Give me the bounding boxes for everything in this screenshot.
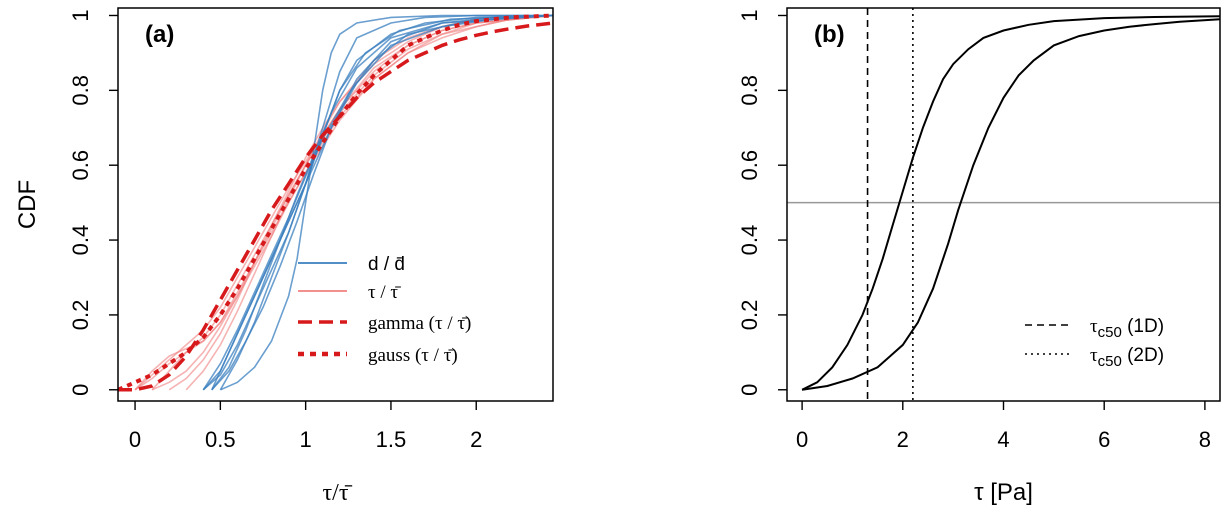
y-tick-label: 0.2: [68, 300, 93, 331]
x-tick-label: 0: [129, 427, 141, 452]
tau-ratio-curve-4: [134, 14, 553, 391]
legend-label: gamma (τ / τ̄): [368, 313, 471, 334]
y-tick-label: 0: [68, 384, 93, 396]
plot-frame: [117, 7, 554, 402]
y-axis-title: CDF: [14, 180, 41, 229]
legend-subscript: c50: [1098, 324, 1122, 341]
y-tick-label: 1: [737, 9, 762, 21]
y-tick-label: 0.2: [737, 300, 762, 331]
legend-tau: τ: [1090, 345, 1098, 366]
tau-ratio-curve-1: [134, 14, 553, 391]
legend-label: τc50 (2D): [1090, 345, 1164, 370]
panel-a: 0 0.5 1 1.5 2 0 0.2 0.4 0.6 0.8 1 τ/τ̄ CDF (a) d / d̄ τ…: [14, 7, 554, 506]
series-line-dotted-1: [118, 13, 553, 392]
y-tick-label: 0.4: [737, 225, 762, 256]
y-tick-label: 0.8: [68, 75, 93, 106]
y-tick-label: 1: [68, 9, 93, 21]
y-tick-label: 0: [737, 384, 762, 396]
legend-label: gauss (τ / τ̄): [368, 345, 458, 366]
legend-label: τ / τ̄: [368, 282, 401, 303]
legend-label: τc50 (1D): [1090, 316, 1164, 341]
series-line-solid-1: [801, 18, 1220, 391]
plot-frame: [786, 7, 1221, 402]
series-line-solid-0: [801, 15, 1220, 391]
x-tick-label: 2: [470, 427, 482, 452]
x-tick-label: 2: [897, 427, 909, 452]
legend: τc50 (1D)τc50 (2D): [1025, 316, 1164, 370]
plot-area: [801, 15, 1220, 391]
legend-tau: τ: [1090, 316, 1098, 337]
x-axis-title: τ/τ̄: [323, 480, 353, 506]
plot-area: [118, 13, 553, 392]
series-line-dashed-0: [118, 21, 553, 392]
x-tick-label: 0: [796, 427, 808, 452]
x-tick-label: 0.5: [205, 427, 236, 452]
panel-label: (b): [814, 21, 845, 48]
panel-label: (a): [145, 21, 174, 48]
y-tick-label: 0.4: [68, 225, 93, 256]
d-ratio-curve-6: [211, 14, 553, 391]
legend-suffix: (1D): [1122, 316, 1164, 337]
legend: d / d̄ τ / τ̄ gamma (τ / τ̄) gauss (τ / τ̄): [298, 254, 471, 366]
legend-suffix: (2D): [1122, 345, 1164, 366]
x-tick-label: 1.5: [376, 427, 407, 452]
d-ratio-curve-7: [219, 14, 553, 391]
x-tick-label: 4: [997, 427, 1009, 452]
y-tick-label: 0.6: [68, 150, 93, 181]
tau-ratio-curve-0: [134, 14, 553, 391]
legend-label: d / d̄: [368, 254, 405, 275]
legend-subscript: c50: [1098, 353, 1122, 370]
x-axis-title: τ [Pa]: [974, 479, 1033, 506]
x-tick-label: 6: [1098, 427, 1110, 452]
x-tick-label: 1: [300, 427, 312, 452]
y-tick-label: 0.8: [737, 75, 762, 106]
x-tick-label: 8: [1199, 427, 1211, 452]
panel-b: 0 2 4 6 800.20.40.60.81τ [Pa](b)τc50 (1D)τc5…: [737, 7, 1221, 506]
y-tick-label: 0.6: [737, 150, 762, 181]
